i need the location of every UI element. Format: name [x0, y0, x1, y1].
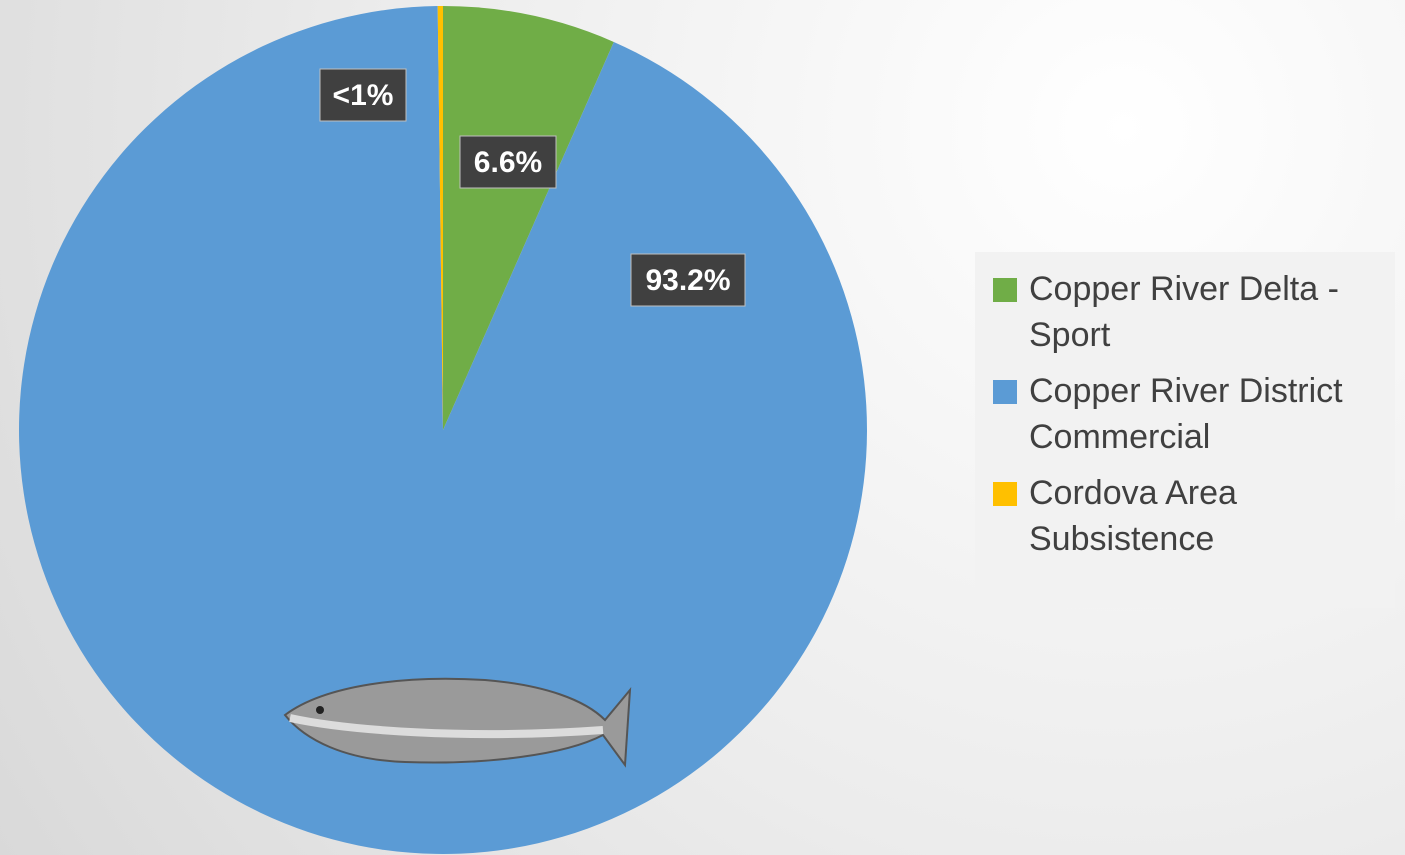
chart: 6.6% 93.2% <1%: [19, 6, 868, 854]
data-label-box: [459, 135, 557, 189]
legend-label: Copper River Delta - Sport: [1029, 270, 1339, 354]
legend-swatch: [993, 482, 1017, 506]
legend-swatch: [993, 380, 1017, 404]
data-label: <1%: [333, 79, 394, 112]
pie-slice: [19, 6, 868, 854]
pie-slice: [443, 6, 614, 430]
data-labels: 6.6% 93.2% <1%: [319, 68, 746, 307]
data-label: 93.2%: [645, 264, 730, 297]
fish: [283, 677, 632, 768]
legend-swatch: [993, 278, 1017, 302]
legend-label: Cordova Area Subsistence: [1029, 474, 1237, 558]
data-label-box: [630, 253, 746, 307]
legend-item: Copper River Delta - Sport: [993, 266, 1395, 358]
pie-slice: [437, 6, 443, 430]
data-label-box: [319, 68, 407, 122]
legend-label: Copper River District Commercial: [1029, 372, 1343, 456]
slices: [19, 6, 868, 854]
legend-item: Copper River District Commercial: [993, 368, 1395, 460]
legend: Copper River Delta - Sport Copper River D…: [975, 252, 1395, 608]
data-label: 6.6%: [474, 146, 542, 179]
legend-item: Cordova Area Subsistence: [993, 470, 1395, 562]
